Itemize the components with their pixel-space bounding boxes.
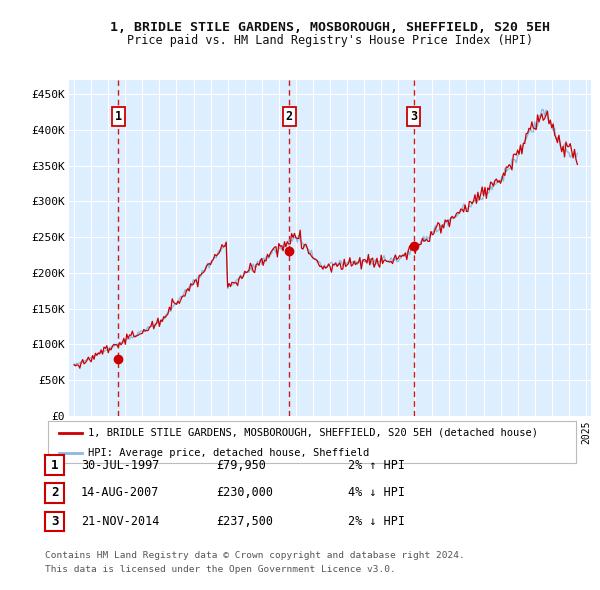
Text: 2: 2	[286, 110, 293, 123]
Text: 3: 3	[51, 514, 58, 528]
Text: Price paid vs. HM Land Registry's House Price Index (HPI): Price paid vs. HM Land Registry's House …	[127, 34, 533, 47]
Text: £230,000: £230,000	[216, 486, 273, 500]
Text: 3: 3	[410, 110, 417, 123]
Text: 1: 1	[51, 458, 58, 472]
Text: 2: 2	[51, 486, 58, 500]
Text: This data is licensed under the Open Government Licence v3.0.: This data is licensed under the Open Gov…	[45, 565, 396, 574]
Text: 2% ↑ HPI: 2% ↑ HPI	[348, 458, 405, 472]
Text: 4% ↓ HPI: 4% ↓ HPI	[348, 486, 405, 500]
Text: £79,950: £79,950	[216, 458, 266, 472]
Text: 21-NOV-2014: 21-NOV-2014	[81, 514, 160, 528]
Text: 14-AUG-2007: 14-AUG-2007	[81, 486, 160, 500]
Text: 2% ↓ HPI: 2% ↓ HPI	[348, 514, 405, 528]
Text: £237,500: £237,500	[216, 514, 273, 528]
Text: Contains HM Land Registry data © Crown copyright and database right 2024.: Contains HM Land Registry data © Crown c…	[45, 550, 465, 559]
Text: 1: 1	[115, 110, 122, 123]
Text: HPI: Average price, detached house, Sheffield: HPI: Average price, detached house, Shef…	[88, 448, 369, 457]
Text: 1, BRIDLE STILE GARDENS, MOSBOROUGH, SHEFFIELD, S20 5EH: 1, BRIDLE STILE GARDENS, MOSBOROUGH, SHE…	[110, 21, 550, 34]
Text: 30-JUL-1997: 30-JUL-1997	[81, 458, 160, 472]
Text: 1, BRIDLE STILE GARDENS, MOSBOROUGH, SHEFFIELD, S20 5EH (detached house): 1, BRIDLE STILE GARDENS, MOSBOROUGH, SHE…	[88, 428, 538, 438]
